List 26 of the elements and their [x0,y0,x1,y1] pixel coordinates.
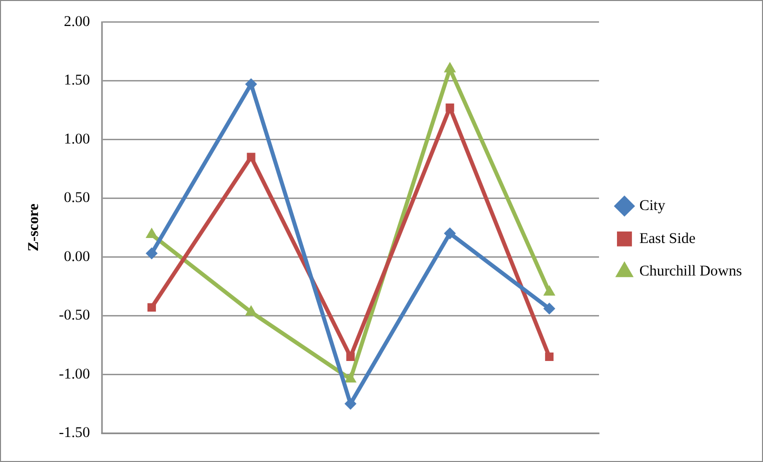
point [346,352,355,361]
y-tick-label: -0.50 [58,308,90,324]
point [344,398,356,410]
y-tick-label: -1.00 [58,366,90,382]
point [146,228,158,238]
y-tick-label: 1.50 [64,72,90,89]
point [147,303,156,312]
y-axis-title: Z-score [26,203,42,252]
y-tick-label: 0.50 [64,190,90,206]
legend-label: City [639,198,666,214]
point [246,152,256,162]
legend-label: Churchill Downs [639,264,742,280]
y-tick-label: 1.00 [64,131,90,148]
point [545,352,554,361]
y-tick-label: 2.00 [64,14,90,30]
point [344,372,357,383]
y-tick-label: -1.50 [58,425,90,442]
point [543,302,556,315]
legend-label: East Side [639,230,696,247]
point [444,227,456,240]
point [245,305,258,316]
point [543,285,556,296]
y-tick-label: 0.00 [64,248,90,265]
point [446,103,454,112]
point [245,78,258,90]
point [146,247,158,260]
